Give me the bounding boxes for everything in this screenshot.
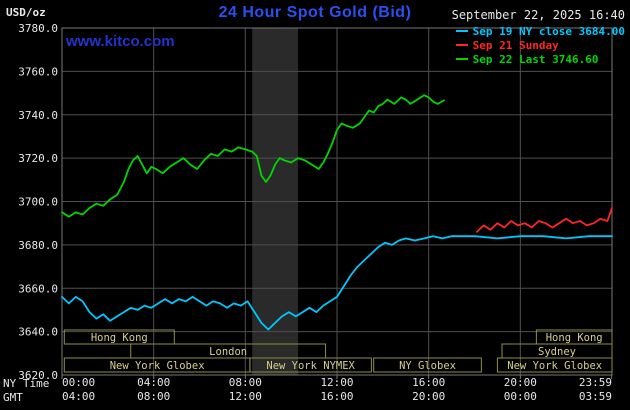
kitco-watermark-link: www.kitco.com (66, 33, 175, 50)
y-tick-label: 3680.0 (18, 239, 58, 252)
chart-datetime: September 22, 2025 16:40 (451, 8, 625, 22)
legend-dash-icon (455, 44, 468, 46)
session-label: New York Globex (507, 360, 602, 372)
y-tick-label: 3700.0 (18, 196, 58, 209)
y-axis-units-label: USD/oz (6, 6, 46, 19)
series-line-sep-21-sunday (475, 207, 613, 233)
session-label: New York Globex (110, 360, 205, 372)
y-tick-label: 3720.0 (18, 152, 58, 165)
session-label: Hong Kong (91, 332, 148, 344)
x-tick-label-ny: 08:00 (229, 376, 262, 389)
session-label: NY Globex (399, 360, 456, 372)
x-tick-label-gmt: 04:00 (62, 390, 95, 403)
legend-label: Sep 19 NY close 3684.00 (472, 24, 625, 38)
x-tick-label-ny: 00:00 (62, 376, 95, 389)
session-label: New York NYMEX (266, 360, 355, 372)
session-box (63, 329, 175, 345)
x-tick-label-gmt: 00:00 (504, 390, 537, 403)
legend-item: Sep 22 Last 3746.60 (455, 52, 625, 66)
series-line-sep-22-last (61, 94, 445, 218)
legend-item: Sep 21 Sunday (455, 38, 625, 52)
y-tick-label: 3620.0 (18, 369, 58, 382)
session-box (373, 357, 482, 373)
session-label: Hong Kong (546, 332, 603, 344)
legend: Sep 19 NY close 3684.00 Sep 21 Sunday Sep … (455, 24, 625, 66)
y-tick-label: 3780.0 (18, 22, 58, 35)
x-tick-label-ny: 20:00 (504, 376, 537, 389)
x-tick-label-gmt: 08:00 (137, 390, 170, 403)
x-tick-label-gmt: 03:59 (579, 390, 612, 403)
x-tick-label-gmt: 12:00 (229, 390, 262, 403)
legend-label: Sep 21 Sunday (472, 38, 559, 52)
session-box (249, 357, 372, 373)
x-tick-label-ny: 23:59 (579, 376, 612, 389)
series-line-sep-19-ny-close (61, 235, 613, 331)
chart-title: 24 Hour Spot Gold (Bid) (218, 4, 412, 21)
x-tick-label-gmt: 20:00 (412, 390, 445, 403)
legend-item: Sep 19 NY close 3684.00 (455, 24, 625, 38)
legend-dash-icon (455, 58, 468, 60)
y-tick-label: 3740.0 (18, 109, 58, 122)
legend-dash-icon (455, 30, 468, 32)
y-tick-label: 3640.0 (18, 326, 58, 339)
session-box (496, 357, 613, 373)
ny-time-axis-label: NY Time (3, 377, 50, 390)
gmt-axis-label: GMT (3, 391, 23, 404)
session-label: Sydney (538, 346, 576, 358)
session-label: London (209, 346, 247, 358)
y-tick-label: 3660.0 (18, 282, 58, 295)
x-tick-label-ny: 16:00 (412, 376, 445, 389)
y-tick-label: 3760.0 (18, 65, 58, 78)
x-tick-label-ny: 04:00 (137, 376, 170, 389)
legend-label: Sep 22 Last 3746.60 (472, 52, 599, 66)
x-tick-label-ny: 12:00 (320, 376, 353, 389)
x-tick-label-gmt: 16:00 (320, 390, 353, 403)
